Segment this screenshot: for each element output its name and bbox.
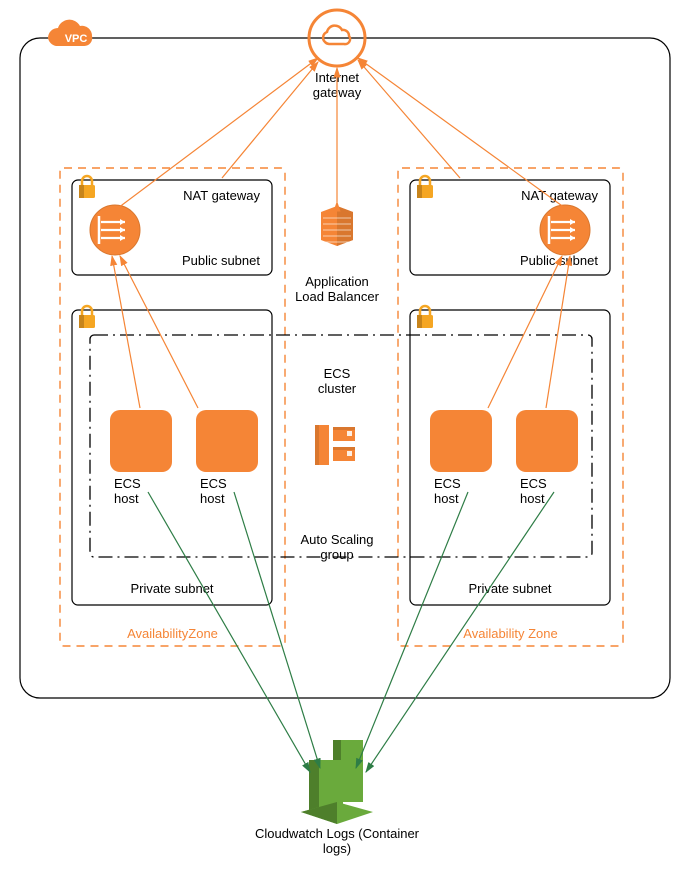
availability-zone-right xyxy=(398,168,623,646)
lock-icon xyxy=(417,176,433,198)
ecs-host-label: ECS xyxy=(200,476,227,491)
asg-label-2: group xyxy=(320,547,353,562)
nat-gateway-right-icon xyxy=(540,205,590,255)
ecs-host-label: ECS xyxy=(434,476,461,491)
nat-gateway-left-label: NAT gateway xyxy=(183,188,260,203)
alb-label-2: Load Balancer xyxy=(295,289,380,304)
lock-icon xyxy=(79,306,95,328)
ecs-cluster-label-2: cluster xyxy=(318,381,357,396)
alb-label: Application xyxy=(305,274,369,289)
ecs-host-label-2: host xyxy=(114,491,139,506)
arrow-orange xyxy=(488,256,562,408)
ecs-cluster-icon xyxy=(315,425,355,465)
arrow-orange xyxy=(112,256,140,408)
ecs-host-icon xyxy=(110,410,172,478)
ecs-host-label-2: host xyxy=(434,491,459,506)
cloudwatch-label: Cloudwatch Logs (Container xyxy=(255,826,420,841)
az-right-label: Availability Zone xyxy=(463,626,557,641)
arrow-orange xyxy=(546,256,570,408)
az-left-label: AvailabilityZone xyxy=(127,626,218,641)
ecs-host-label-2: host xyxy=(520,491,545,506)
asg-label: Auto Scaling xyxy=(301,532,374,547)
vpc-label: VPC xyxy=(65,33,88,45)
nat-gateway-left-icon xyxy=(90,205,140,255)
arrow-orange xyxy=(358,60,460,178)
arrow-orange xyxy=(222,62,318,178)
ecs-host-label: ECS xyxy=(520,476,547,491)
arrow-orange xyxy=(118,58,318,208)
arrow-orange xyxy=(358,58,565,208)
ecs-host-icon xyxy=(430,410,492,478)
ecs-host-label-2: host xyxy=(200,491,225,506)
ecs-host-icon xyxy=(516,410,578,478)
nat-gateway-right-label: NAT gateway xyxy=(521,188,598,203)
ecs-host-icon xyxy=(196,410,258,478)
ecs-cluster-label: ECS xyxy=(324,366,351,381)
arrow-orange xyxy=(120,256,198,408)
lock-icon xyxy=(417,306,433,328)
cloudwatch-label-2: logs) xyxy=(323,841,351,856)
private-subnet-right-label: Private subnet xyxy=(468,581,551,596)
vpc-badge: VPC xyxy=(48,20,92,46)
public-subnet-left-label: Public subnet xyxy=(182,253,260,268)
lock-icon xyxy=(79,176,95,198)
application-load-balancer-icon xyxy=(321,206,353,246)
ecs-host-label: ECS xyxy=(114,476,141,491)
